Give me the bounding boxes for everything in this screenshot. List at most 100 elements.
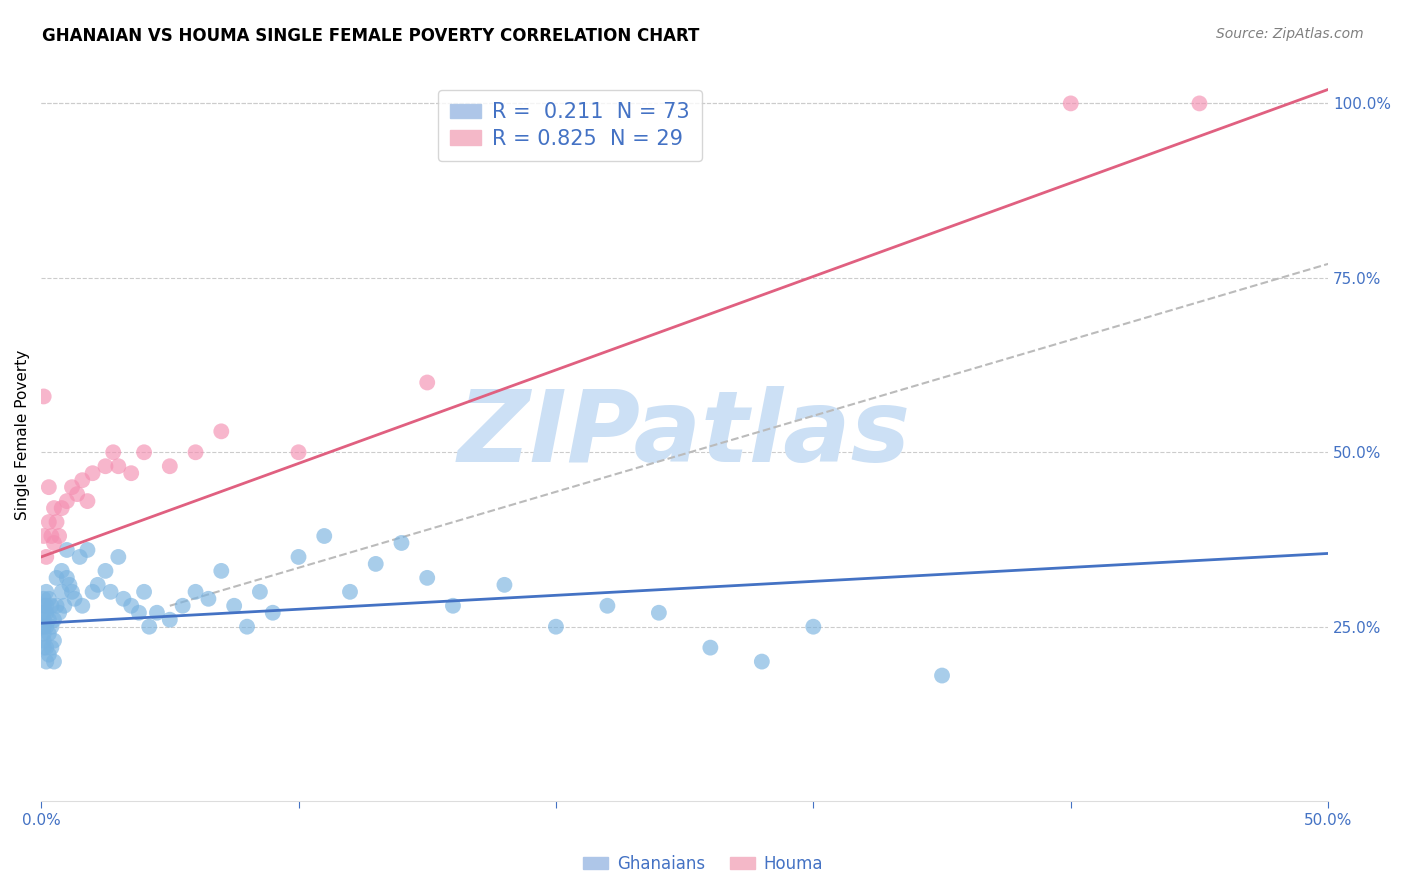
Point [35, 640, 58, 655]
Point [32, 633, 55, 648]
Point [100, 584, 122, 599]
Point [391, 536, 413, 550]
Point [132, 584, 155, 599]
Point [103, 445, 125, 459]
Point [82, 584, 104, 599]
Point [197, 591, 219, 606]
Point [699, 640, 721, 655]
Point [72, 473, 94, 487]
Point [339, 584, 361, 599]
Y-axis label: Single Female Poverty: Single Female Poverty [15, 350, 30, 520]
Point [544, 620, 567, 634]
Point [494, 578, 516, 592]
Point [45, 515, 67, 529]
Point [441, 599, 464, 613]
Legend: Ghanaians, Houma: Ghanaians, Houma [576, 848, 830, 880]
Point [41, 640, 63, 655]
Point [32, 389, 55, 403]
Point [416, 571, 439, 585]
Point [138, 620, 160, 634]
Point [32, 591, 55, 606]
Point [364, 557, 387, 571]
Point [38, 613, 60, 627]
Point [38, 591, 60, 606]
Point [107, 549, 129, 564]
Point [236, 620, 259, 634]
Point [132, 445, 155, 459]
Point [35, 620, 58, 634]
Point [35, 584, 58, 599]
Point [262, 606, 284, 620]
Point [72, 599, 94, 613]
Point [184, 445, 207, 459]
Point [76, 494, 98, 508]
Point [32, 599, 55, 613]
Point [41, 599, 63, 613]
Point [66, 487, 89, 501]
Point [35, 655, 58, 669]
Point [76, 543, 98, 558]
Point [32, 606, 55, 620]
Point [146, 606, 169, 620]
Point [42, 655, 65, 669]
Point [87, 578, 110, 592]
Point [42, 536, 65, 550]
Point [35, 549, 58, 564]
Point [32, 626, 55, 640]
Legend: R =  0.211  N = 73, R = 0.825  N = 29: R = 0.211 N = 73, R = 0.825 N = 29 [437, 90, 702, 161]
Point [249, 584, 271, 599]
Point [41, 529, 63, 543]
Point [53, 599, 76, 613]
Point [38, 515, 60, 529]
Point [58, 578, 80, 592]
Point [63, 591, 86, 606]
Point [56, 494, 79, 508]
Point [42, 633, 65, 648]
Point [51, 584, 73, 599]
Point [416, 376, 439, 390]
Point [648, 606, 671, 620]
Point [38, 648, 60, 662]
Point [38, 480, 60, 494]
Point [184, 584, 207, 599]
Point [42, 501, 65, 516]
Point [32, 529, 55, 543]
Point [35, 599, 58, 613]
Point [287, 445, 309, 459]
Point [751, 655, 773, 669]
Point [172, 599, 194, 613]
Point [209, 425, 232, 439]
Point [41, 620, 63, 634]
Point [60, 584, 83, 599]
Point [56, 571, 79, 585]
Point [32, 640, 55, 655]
Point [51, 501, 73, 516]
Text: GHANAIAN VS HOUMA SINGLE FEMALE POVERTY CORRELATION CHART: GHANAIAN VS HOUMA SINGLE FEMALE POVERTY … [42, 27, 700, 45]
Point [94, 459, 117, 474]
Point [38, 626, 60, 640]
Point [159, 613, 181, 627]
Point [209, 564, 232, 578]
Point [931, 668, 953, 682]
Point [32, 613, 55, 627]
Point [112, 591, 135, 606]
Point [128, 606, 150, 620]
Point [596, 599, 619, 613]
Point [120, 466, 142, 480]
Point [224, 599, 246, 613]
Point [82, 466, 104, 480]
Text: ZIPatlas: ZIPatlas [458, 386, 911, 483]
Point [120, 599, 142, 613]
Point [32, 620, 55, 634]
Point [45, 571, 67, 585]
Point [159, 459, 181, 474]
Point [48, 606, 70, 620]
Point [287, 549, 309, 564]
Point [1188, 96, 1211, 111]
Point [51, 564, 73, 578]
Point [1060, 96, 1083, 111]
Point [94, 564, 117, 578]
Point [35, 606, 58, 620]
Point [60, 480, 83, 494]
Point [48, 529, 70, 543]
